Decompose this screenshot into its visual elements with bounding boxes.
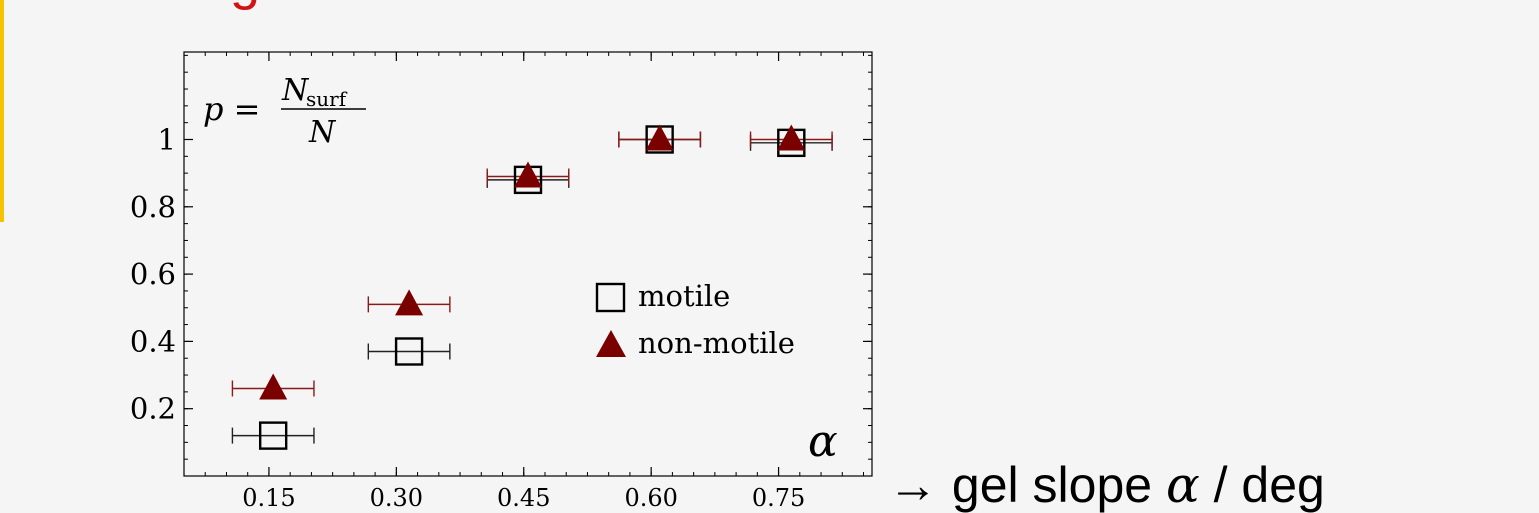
accent-bar: [0, 0, 4, 222]
marker-motile: [394, 337, 424, 366]
y-tick-label: 0.2: [130, 392, 176, 426]
plot-frame: [183, 51, 873, 477]
axis-tick-labels: 0.15 0.30 0.45 0.60 0.75 0.2 0.4 0.6 0.8 1: [130, 122, 805, 512]
legend-label-motile: motile: [638, 279, 730, 313]
marker-non-motile: [777, 124, 806, 151]
marker-non-motile: [645, 124, 674, 151]
data-markers: [258, 124, 806, 450]
formula-lhs: p =: [203, 90, 260, 128]
formula-numerator-sub: surf: [306, 87, 348, 111]
x-caption-text: gel slope: [951, 457, 1153, 513]
legend: motile non-motile: [595, 279, 795, 360]
legend-label-non-motile: non-motile: [638, 326, 795, 360]
legend-marker-non-motile: [596, 330, 626, 357]
marker-non-motile: [395, 289, 424, 316]
x-tick-label: 0.30: [370, 484, 423, 512]
x-tick-label: 0.75: [752, 484, 805, 512]
x-tick-label: 0.45: [497, 484, 550, 512]
formula-numerator: N: [281, 73, 310, 108]
alpha-symbol-label: α: [808, 416, 838, 467]
formula-denominator: N: [308, 115, 337, 150]
x-tick-label: 0.60: [624, 484, 677, 512]
y-tick-label: 0.6: [130, 257, 176, 291]
y-tick-label: 0.8: [130, 190, 176, 224]
y-tick-label: 0.4: [130, 324, 176, 358]
error-bars: [231, 131, 833, 444]
arrow-symbol: →: [888, 457, 938, 513]
formula-annotation: p = N surf N: [203, 73, 366, 150]
marker-motile: [258, 421, 288, 450]
y-tick-label: 1: [158, 122, 176, 156]
x-tick-label: 0.15: [242, 484, 295, 512]
marker-non-motile: [514, 161, 542, 188]
legend-marker-motile: [595, 282, 626, 313]
x-caption-unit: / deg: [1213, 457, 1325, 513]
slide-title-fragment: g: [230, 0, 260, 8]
marker-non-motile: [259, 373, 288, 400]
axis-ticks: [183, 52, 872, 476]
x-axis-caption: → gel slope α / deg: [888, 460, 1325, 510]
x-caption-symbol: α: [1165, 456, 1200, 513]
